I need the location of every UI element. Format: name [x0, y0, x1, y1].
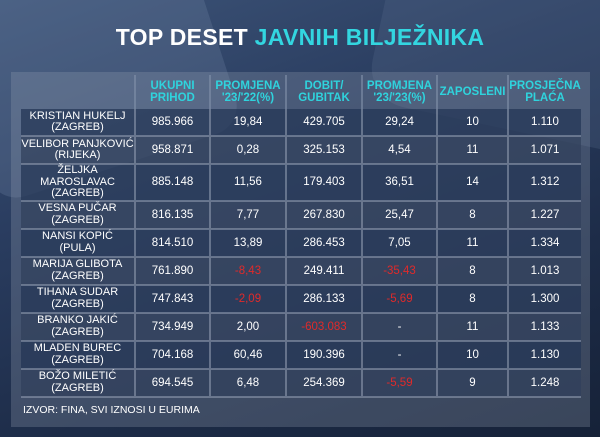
cell-revenue-change: 11,56: [209, 164, 286, 202]
table-row: VESNA PUČAR (ZAGREB) 816.135 7,77 267.830 25,…: [21, 200, 581, 230]
cell-revenue-change: 19,84: [209, 109, 286, 137]
cell-profit-change: 4,54: [361, 136, 437, 165]
cell-name: VESNA PUČAR (ZAGREB): [21, 200, 135, 230]
cell-profit-change: 7,05: [361, 228, 437, 258]
cell-profit-change: -35,43: [361, 256, 437, 286]
cell-salary: 1.334: [507, 228, 581, 258]
page-title: TOP DESET JAVNIH BILJEŽNIKA: [0, 24, 600, 51]
cell-name: ŽELJKA MAROSLAVAC (ZAGREB): [21, 164, 135, 202]
cell-profit-change: -: [361, 312, 437, 342]
cell-revenue: 816.135: [134, 200, 210, 230]
cell-profit-change: -5,69: [361, 284, 437, 314]
cell-name: KRISTIAN HUKELJ (ZAGREB): [21, 109, 135, 137]
cell-revenue: 958.871: [134, 136, 210, 165]
cell-salary: 1.110: [507, 109, 581, 137]
cell-revenue-change: -8,43: [209, 256, 286, 286]
table-row: MARIJA GLIBOTA (ZAGREB) 761.890 -8,43 249.41…: [21, 256, 581, 286]
cell-employees: 11: [436, 228, 508, 258]
cell-revenue-change: -2,09: [209, 284, 286, 314]
cell-revenue: 761.890: [134, 256, 210, 286]
cell-revenue: 814.510: [134, 228, 210, 258]
cell-revenue-change: 2,00: [209, 312, 286, 342]
cell-salary: 1.133: [507, 312, 581, 342]
header-salary: PROSJEČNA PLAĆA: [507, 75, 581, 109]
cell-profit: 429.705: [285, 109, 362, 137]
cell-profit: 179.403: [285, 164, 362, 202]
cell-profit: 286.133: [285, 284, 362, 314]
cell-name: BOŽO MILETIĆ (ZAGREB): [21, 368, 135, 398]
cell-profit: 267.830: [285, 200, 362, 230]
cell-revenue-change: 0,28: [209, 136, 286, 165]
cell-name: MARIJA GLIBOTA (ZAGREB): [21, 256, 135, 286]
title-main: TOP DESET: [115, 24, 255, 50]
cell-profit: 190.396: [285, 340, 362, 370]
header-profit-change: PROMJENA '23/'23(%): [361, 75, 437, 109]
header-profit: DOBIT/GUBITAK: [285, 75, 362, 109]
title-accent: JAVNIH BILJEŽNIKA: [254, 24, 485, 50]
cell-profit: 325.153: [285, 136, 362, 165]
table-row: BOŽO MILETIĆ (ZAGREB) 694.545 6,48 254.369 -5…: [21, 368, 581, 398]
cell-profit-change: -5,59: [361, 368, 437, 398]
header-blank: [21, 75, 135, 109]
cell-salary: 1.312: [507, 164, 581, 202]
cell-employees: 11: [436, 312, 508, 342]
table-row: ŽELJKA MAROSLAVAC (ZAGREB) 885.148 11,56 179…: [21, 164, 581, 202]
cell-salary: 1.130: [507, 340, 581, 370]
cell-profit: 249.411: [285, 256, 362, 286]
cell-employees: 9: [436, 368, 508, 398]
cell-name: TIHANA SUDAR (ZAGREB): [21, 284, 135, 314]
table-header-row: UKUPNI PRIHOD PROMJENA '23/'22(%) DOBIT/GU…: [21, 75, 581, 109]
ranking-table: UKUPNI PRIHOD PROMJENA '23/'22(%) DOBIT/GU…: [21, 75, 581, 398]
cell-profit-change: 36,51: [361, 164, 437, 202]
header-employees: ZAPOSLENI: [436, 75, 508, 109]
cell-profit-change: 25,47: [361, 200, 437, 230]
cell-revenue-change: 60,46: [209, 340, 286, 370]
cell-employees: 8: [436, 200, 508, 230]
cell-employees: 8: [436, 256, 508, 286]
table-row: NANSI KOPIĆ (PULA) 814.510 13,89 286.453 7,05…: [21, 228, 581, 258]
cell-name: BRANKO JAKIĆ (ZAGREB): [21, 312, 135, 342]
header-revenue-change: PROMJENA '23/'22(%): [209, 75, 286, 109]
cell-revenue: 747.843: [134, 284, 210, 314]
cell-salary: 1.071: [507, 136, 581, 165]
source-note: IZVOR: FINA, SVI IZNOSI U EURIMA: [23, 404, 200, 416]
cell-profit: 286.453: [285, 228, 362, 258]
cell-revenue-change: 7,77: [209, 200, 286, 230]
cell-employees: 8: [436, 284, 508, 314]
cell-salary: 1.227: [507, 200, 581, 230]
table-row: VELIBOR PANJKOVIĆ (RIJEKA) 958.871 0,28 325.…: [21, 136, 581, 165]
cell-revenue: 734.949: [134, 312, 210, 342]
cell-revenue: 694.545: [134, 368, 210, 398]
cell-employees: 11: [436, 136, 508, 165]
cell-profit: 254.369: [285, 368, 362, 398]
cell-employees: 10: [436, 109, 508, 137]
cell-revenue-change: 13,89: [209, 228, 286, 258]
cell-name: NANSI KOPIĆ (PULA): [21, 228, 135, 258]
cell-salary: 1.013: [507, 256, 581, 286]
cell-name: VELIBOR PANJKOVIĆ (RIJEKA): [21, 136, 135, 165]
cell-salary: 1.248: [507, 368, 581, 398]
cell-revenue-change: 6,48: [209, 368, 286, 398]
cell-profit: -603.083: [285, 312, 362, 342]
cell-employees: 10: [436, 340, 508, 370]
table-row: MLADEN BUREC (ZAGREB) 704.168 60,46 190.396-…: [21, 340, 581, 370]
table-row: KRISTIAN HUKELJ (ZAGREB) 985.966 19,84 429.7…: [21, 109, 581, 137]
cell-revenue: 985.966: [134, 109, 210, 137]
cell-revenue: 885.148: [134, 164, 210, 202]
table-row: BRANKO JAKIĆ (ZAGREB) 734.949 2,00 -603.083-…: [21, 312, 581, 342]
cell-profit-change: -: [361, 340, 437, 370]
cell-profit-change: 29,24: [361, 109, 437, 137]
cell-employees: 14: [436, 164, 508, 202]
cell-revenue: 704.168: [134, 340, 210, 370]
table-row: TIHANA SUDAR (ZAGREB) 747.843 -2,09 286.133-…: [21, 284, 581, 314]
cell-name: MLADEN BUREC (ZAGREB): [21, 340, 135, 370]
header-revenue: UKUPNI PRIHOD: [134, 75, 210, 109]
cell-salary: 1.300: [507, 284, 581, 314]
